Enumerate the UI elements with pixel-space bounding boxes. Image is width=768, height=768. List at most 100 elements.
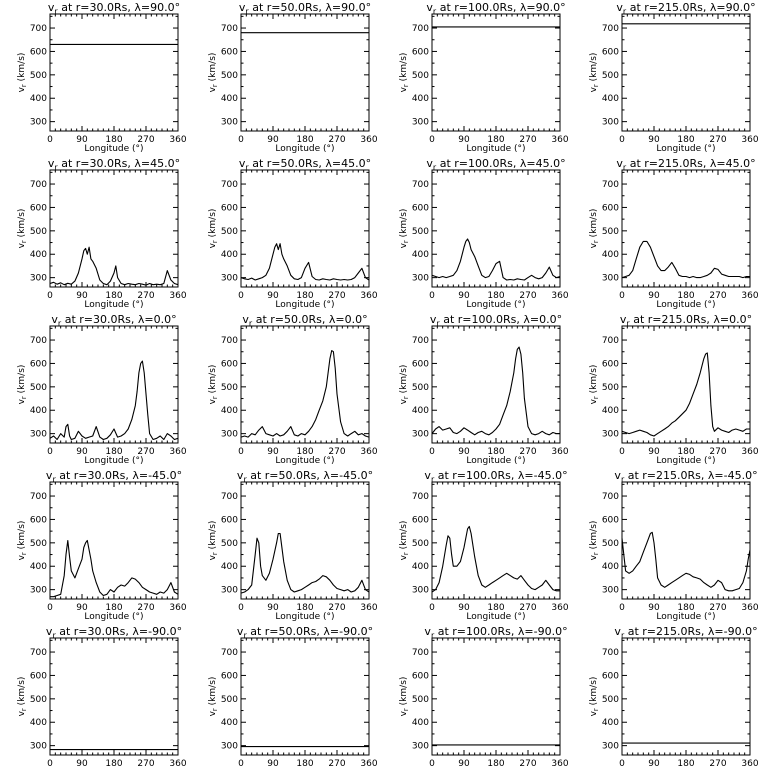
panel-title: vr at r=215.0Rs, λ=45.0°: [616, 157, 755, 172]
x-tick-label: 180: [487, 135, 504, 145]
x-tick-label: 0: [619, 759, 625, 768]
y-tick-label: 500: [602, 71, 619, 81]
y-tick-label: 300: [412, 430, 429, 440]
plot-frame: [621, 637, 751, 756]
y-tick-label: 600: [221, 203, 238, 213]
y-tick-label: 600: [221, 515, 238, 525]
x-tick-label: 270: [709, 759, 726, 768]
y-tick-label: 300: [30, 274, 47, 284]
x-axis-label: Longitude (°): [656, 144, 715, 154]
y-tick-label: 500: [221, 383, 238, 393]
x-tick-label: 180: [296, 447, 313, 457]
x-tick-label: 90: [267, 447, 279, 457]
x-tick-label: 90: [76, 759, 88, 768]
y-tick-label: 600: [412, 203, 429, 213]
y-tick-label: 400: [30, 562, 47, 572]
plot-frame: [621, 325, 751, 444]
y-tick-label: 600: [221, 47, 238, 57]
x-axis-label: Longitude (°): [466, 144, 525, 154]
x-tick-label: 90: [458, 447, 470, 457]
y-tick-label: 300: [602, 742, 619, 752]
x-axis-label: Longitude (°): [275, 144, 334, 154]
plot-frame: [621, 13, 751, 132]
x-tick-label: 180: [677, 447, 694, 457]
x-tick-label: 270: [137, 291, 154, 301]
y-tick-label: 700: [412, 648, 429, 658]
y-tick-label: 500: [30, 383, 47, 393]
y-tick-label: 400: [221, 562, 238, 572]
series-line: [431, 346, 560, 436]
y-tick-label: 700: [602, 180, 619, 190]
y-tick-label: 700: [30, 180, 47, 190]
y-axis-label: vr (km/s): [399, 53, 410, 93]
series-line: [240, 243, 370, 281]
x-tick-label: 270: [709, 603, 726, 613]
x-tick-label: 0: [429, 447, 435, 457]
y-tick-label: 500: [30, 71, 47, 81]
x-tick-label: 180: [105, 447, 122, 457]
y-tick-label: 400: [602, 718, 619, 728]
y-axis-label: vr (km/s): [17, 53, 28, 93]
y-tick-label: 300: [30, 118, 47, 128]
y-tick-label: 700: [412, 24, 429, 34]
x-axis-label: Longitude (°): [84, 300, 143, 310]
panel-title: vr at r=30.0Rs, λ=0.0°: [51, 313, 176, 328]
x-tick-label: 0: [238, 135, 244, 145]
y-tick-label: 700: [412, 180, 429, 190]
y-tick-label: 400: [602, 94, 619, 104]
series-line: [240, 532, 370, 594]
plot-frame: [49, 169, 179, 288]
y-axis-label: vr (km/s): [589, 521, 600, 561]
x-tick-label: 0: [619, 447, 625, 457]
x-tick-label: 0: [47, 135, 53, 145]
x-tick-label: 360: [360, 135, 377, 145]
y-tick-label: 500: [412, 227, 429, 237]
y-tick-label: 300: [602, 430, 619, 440]
x-tick-label: 270: [519, 759, 536, 768]
x-tick-label: 180: [105, 291, 122, 301]
x-tick-label: 180: [296, 603, 313, 613]
x-tick-label: 0: [47, 447, 53, 457]
panel-title: vr at r=100.0Rs, λ=90.0°: [426, 1, 565, 16]
x-tick-label: 360: [360, 291, 377, 301]
x-tick-label: 270: [137, 447, 154, 457]
y-tick-label: 300: [412, 118, 429, 128]
y-tick-label: 700: [221, 492, 238, 502]
plot-frame: [431, 169, 561, 288]
x-tick-label: 360: [551, 135, 568, 145]
panel-title: vr at r=215.0Rs, λ=-45.0°: [614, 469, 757, 484]
y-tick-label: 700: [221, 180, 238, 190]
x-axis-label: Longitude (°): [656, 456, 715, 466]
y-tick-label: 400: [602, 562, 619, 572]
y-tick-label: 400: [30, 250, 47, 260]
y-axis-label: vr (km/s): [208, 521, 219, 561]
panel-title: vr at r=50.0Rs, λ=45.0°: [239, 157, 371, 172]
y-tick-label: 300: [30, 586, 47, 596]
x-tick-label: 90: [458, 291, 470, 301]
plot-frame: [431, 481, 561, 600]
x-tick-label: 0: [47, 759, 53, 768]
y-tick-label: 300: [221, 430, 238, 440]
y-axis-label: vr (km/s): [208, 677, 219, 717]
y-tick-label: 700: [221, 648, 238, 658]
x-tick-label: 90: [76, 447, 88, 457]
series-line: [49, 246, 179, 286]
x-tick-label: 360: [551, 447, 568, 457]
series-line: [431, 238, 561, 281]
y-tick-label: 700: [602, 24, 619, 34]
x-tick-label: 0: [429, 759, 435, 768]
y-tick-label: 300: [30, 430, 47, 440]
x-tick-label: 270: [709, 291, 726, 301]
y-axis-label: vr (km/s): [208, 365, 219, 405]
y-tick-label: 600: [30, 671, 47, 681]
y-tick-label: 400: [221, 406, 238, 416]
y-tick-label: 700: [602, 336, 619, 346]
